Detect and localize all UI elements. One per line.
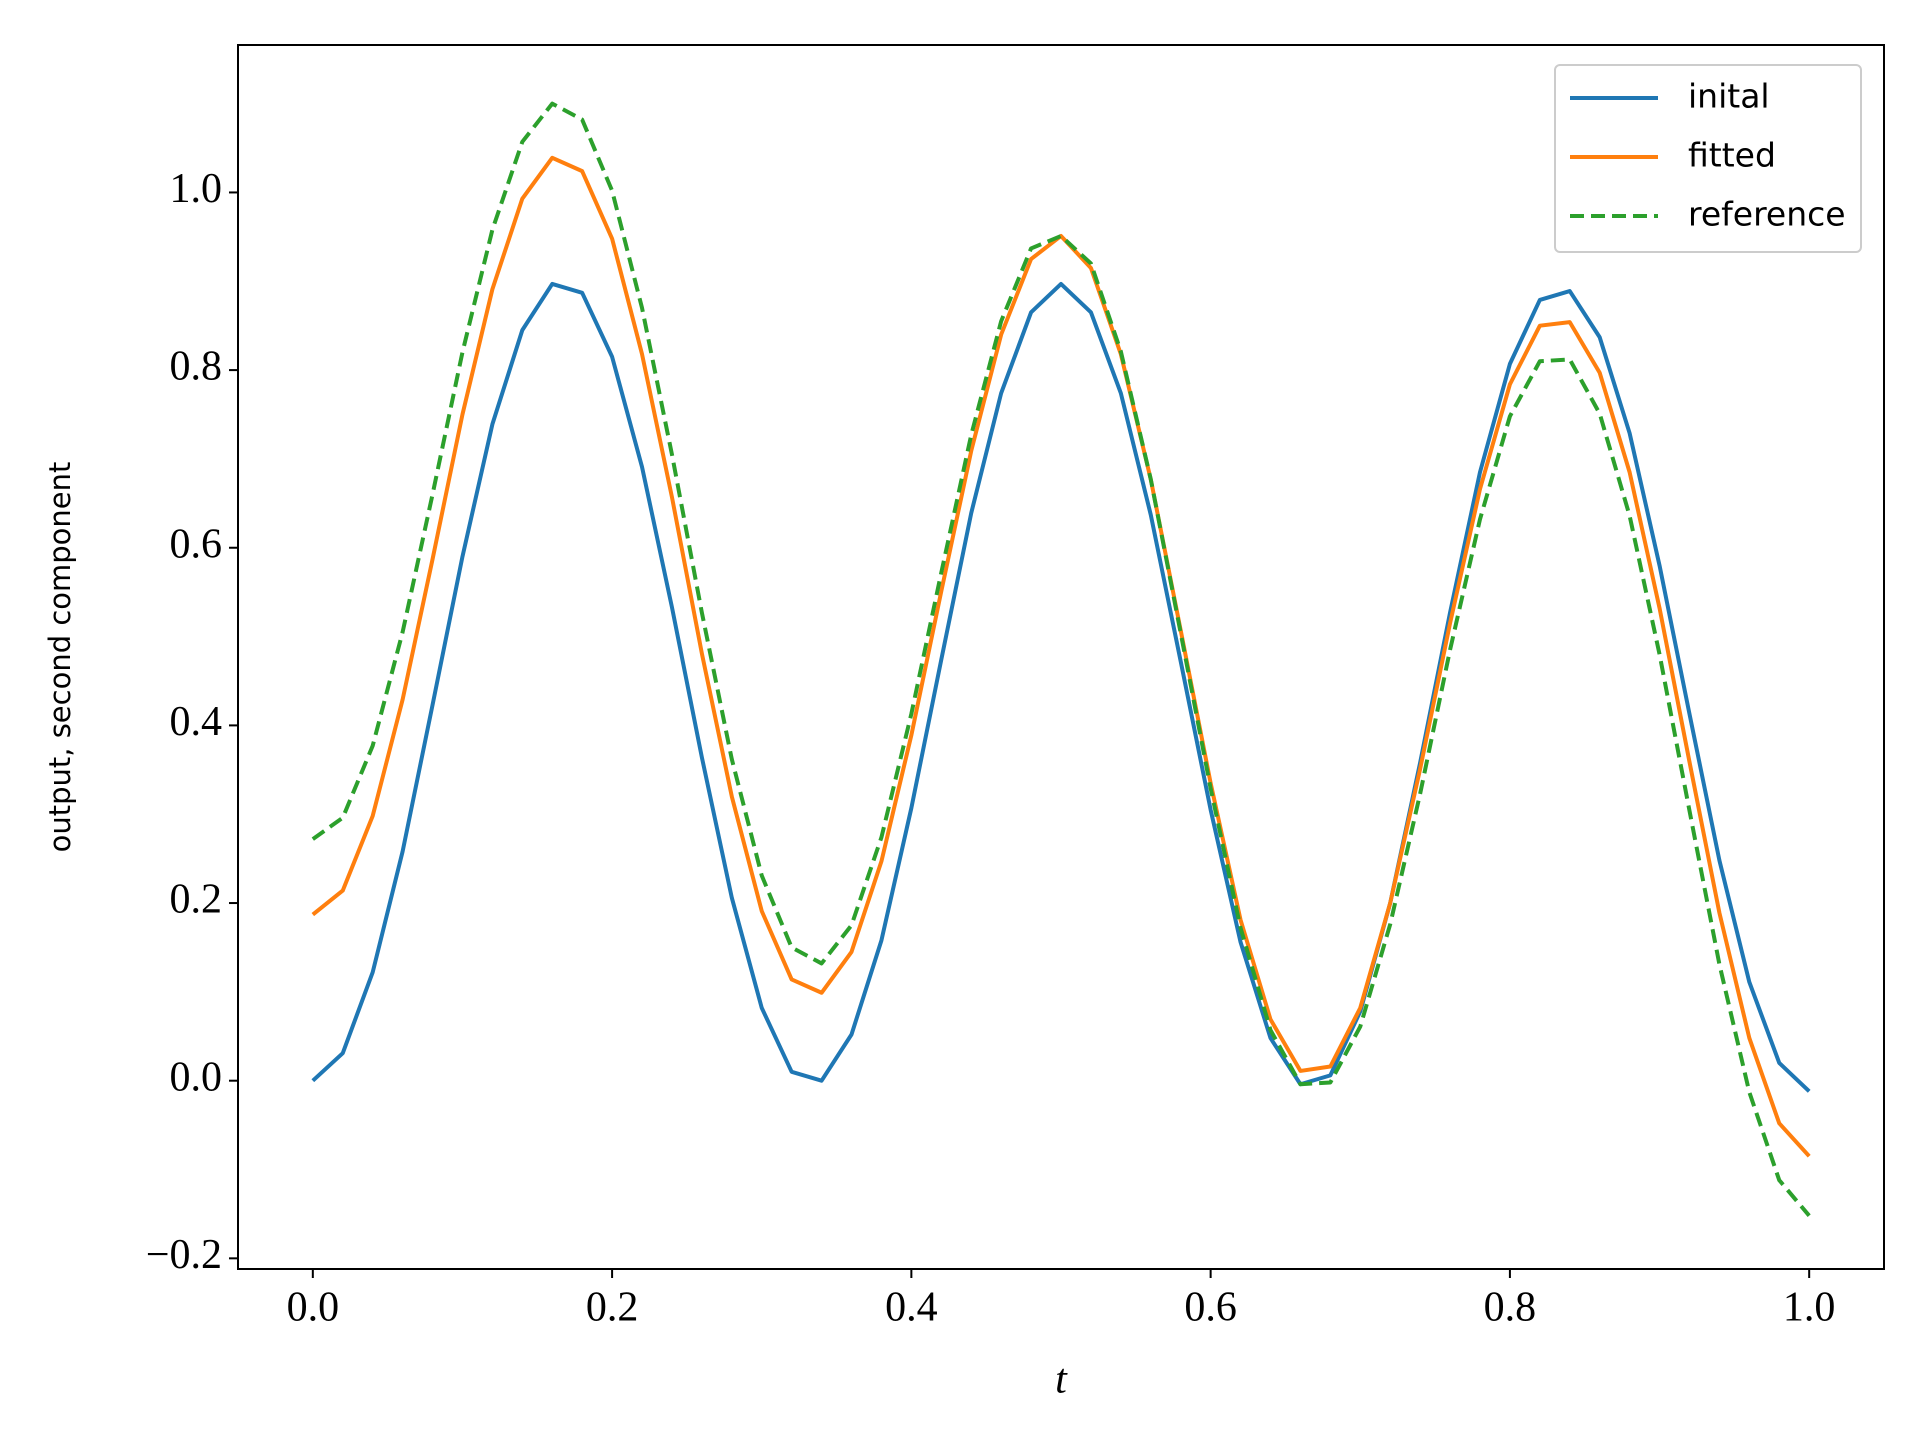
x-tick-label: 1.0 — [1783, 1285, 1836, 1331]
y-axis-label: output, second component — [43, 462, 77, 853]
x-tick-label: 0.2 — [586, 1285, 639, 1331]
y-tick-label: 0.4 — [170, 699, 223, 745]
data-line — [311, 101, 1811, 1217]
legend-label: fitted — [1688, 136, 1776, 175]
y-tick-label: 1.0 — [170, 166, 223, 212]
y-tick-label: 0.6 — [170, 521, 223, 567]
y-tick-label: −0.2 — [146, 1232, 222, 1278]
y-tick-label: 0.0 — [170, 1054, 223, 1100]
x-tick-label: 0.0 — [287, 1285, 340, 1331]
data-line — [311, 281, 1811, 1093]
data-line — [311, 155, 1811, 1158]
y-tick-label: 0.8 — [170, 344, 223, 390]
x-axis-label: t — [1055, 1357, 1068, 1403]
x-tick-label: 0.8 — [1484, 1285, 1537, 1331]
legend-box — [1554, 64, 1862, 253]
x-tick-label: 0.6 — [1184, 1285, 1237, 1331]
plot-frame — [237, 44, 1885, 1270]
legend-label: inital — [1688, 77, 1770, 116]
y-tick-label: 0.2 — [170, 877, 223, 923]
legend-label: reference — [1688, 195, 1846, 234]
x-tick-label: 0.4 — [885, 1285, 938, 1331]
